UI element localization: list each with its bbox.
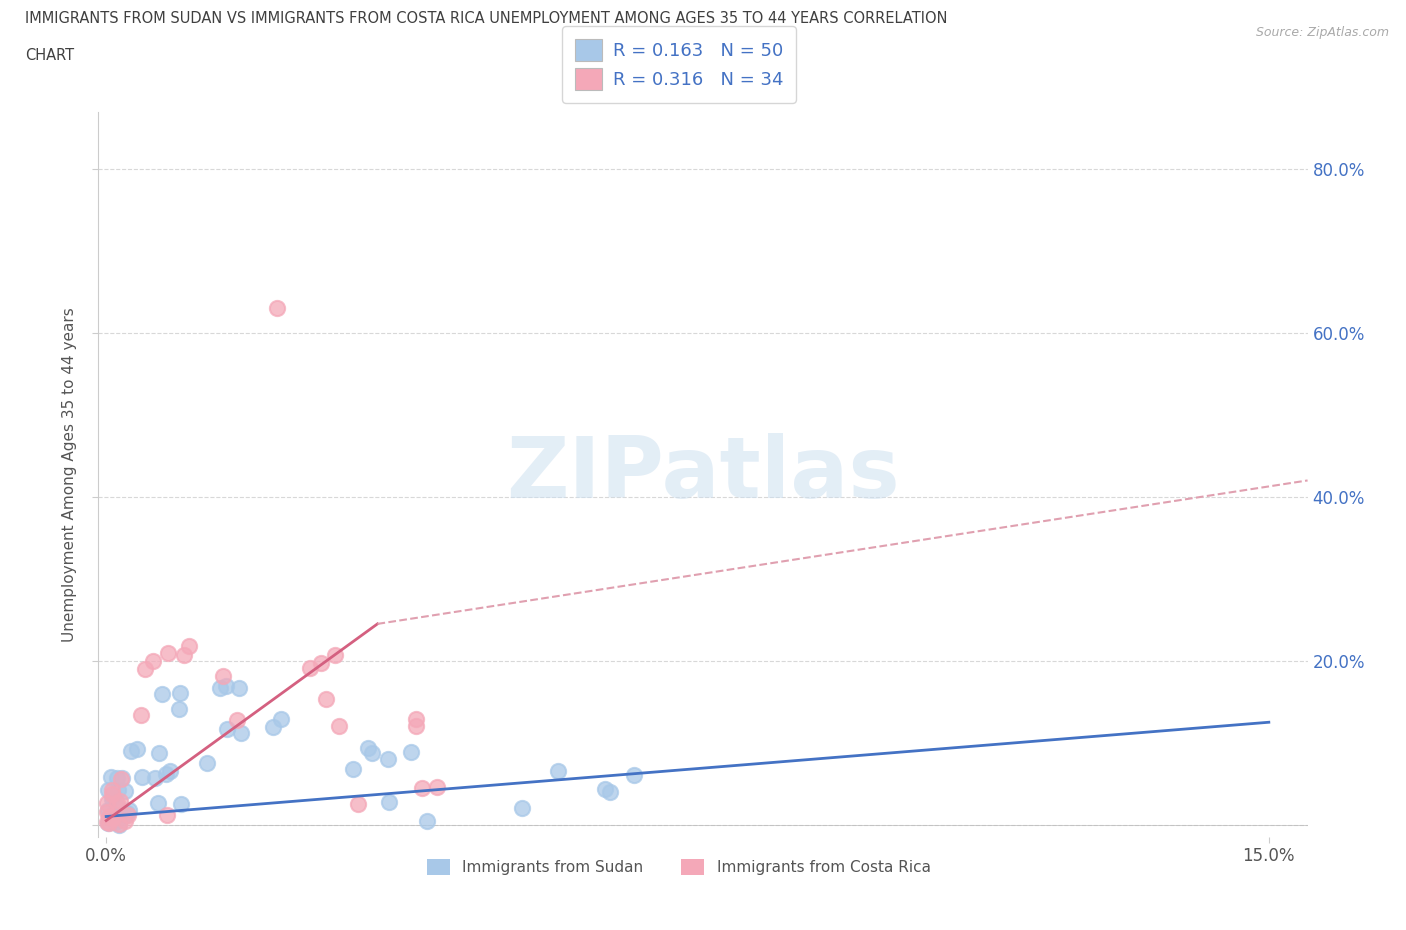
Point <box>120 744 142 759</box>
Text: IMMIGRANTS FROM SUDAN VS IMMIGRANTS FROM COSTA RICA UNEMPLOYMENT AMONG AGES 35 T: IMMIGRANTS FROM SUDAN VS IMMIGRANTS FROM… <box>25 11 948 26</box>
Point <box>96 804 118 819</box>
Point <box>100 770 122 785</box>
Point <box>117 807 139 822</box>
Point <box>169 685 191 700</box>
Point <box>323 647 346 662</box>
Point <box>377 751 399 766</box>
Point <box>378 794 401 809</box>
Point <box>262 720 284 735</box>
Point <box>129 708 152 723</box>
Point <box>399 745 422 760</box>
Point <box>96 815 118 830</box>
Point <box>100 783 122 798</box>
Point <box>111 806 134 821</box>
Point <box>155 807 177 822</box>
Point <box>266 301 288 316</box>
Point <box>155 766 177 781</box>
Point <box>623 768 645 783</box>
Point <box>100 787 122 802</box>
Point <box>97 782 120 797</box>
Point <box>270 712 292 727</box>
Point <box>111 770 134 785</box>
Point <box>411 780 433 795</box>
Point <box>107 783 129 798</box>
Point <box>107 817 129 832</box>
Point <box>142 654 165 669</box>
Point <box>98 809 121 824</box>
Point <box>110 772 132 787</box>
Point <box>315 691 337 706</box>
Point <box>131 769 153 784</box>
Point <box>125 741 148 756</box>
Text: Source: ZipAtlas.com: Source: ZipAtlas.com <box>1256 26 1389 39</box>
Point <box>593 782 616 797</box>
Point <box>215 678 238 693</box>
Point <box>167 702 190 717</box>
Text: ZIPatlas: ZIPatlas <box>506 432 900 516</box>
Y-axis label: Unemployment Among Ages 35 to 44 years: Unemployment Among Ages 35 to 44 years <box>62 307 77 642</box>
Point <box>179 638 201 653</box>
Point <box>96 796 118 811</box>
Point <box>159 764 181 778</box>
Point <box>114 784 136 799</box>
Point <box>197 756 219 771</box>
Point <box>150 686 173 701</box>
Point <box>328 719 350 734</box>
Point <box>101 788 124 803</box>
Point <box>104 815 127 830</box>
Point <box>146 796 169 811</box>
Point <box>209 681 232 696</box>
Point <box>228 681 250 696</box>
Point <box>97 802 120 817</box>
Point <box>107 813 129 828</box>
Point <box>98 816 121 830</box>
Point <box>134 661 156 676</box>
Point <box>105 771 128 786</box>
Point <box>226 712 249 727</box>
Point <box>357 740 380 755</box>
Point <box>112 808 135 823</box>
Point <box>105 797 128 812</box>
Point <box>426 779 449 794</box>
Point <box>101 811 124 826</box>
Point <box>405 719 427 734</box>
Point <box>215 721 238 736</box>
Point <box>311 656 333 671</box>
Point <box>157 645 180 660</box>
Point <box>101 791 124 806</box>
Point <box>173 647 195 662</box>
Point <box>114 813 136 828</box>
Point <box>118 803 141 817</box>
Point <box>347 796 370 811</box>
Point <box>107 817 129 831</box>
Point <box>599 785 621 800</box>
Point <box>416 814 439 829</box>
Point <box>360 746 382 761</box>
Text: CHART: CHART <box>25 48 75 63</box>
Point <box>342 762 364 777</box>
Legend: Immigrants from Sudan, Immigrants from Costa Rica: Immigrants from Sudan, Immigrants from C… <box>420 854 936 882</box>
Point <box>405 712 427 727</box>
Point <box>510 801 533 816</box>
Point <box>547 764 569 778</box>
Point <box>211 669 233 684</box>
Point <box>105 795 128 810</box>
Point <box>229 725 252 740</box>
Point <box>110 793 132 808</box>
Point <box>299 660 322 675</box>
Point <box>148 745 170 760</box>
Point <box>117 805 139 820</box>
Point <box>97 816 120 830</box>
Point <box>143 770 166 785</box>
Point <box>170 797 193 812</box>
